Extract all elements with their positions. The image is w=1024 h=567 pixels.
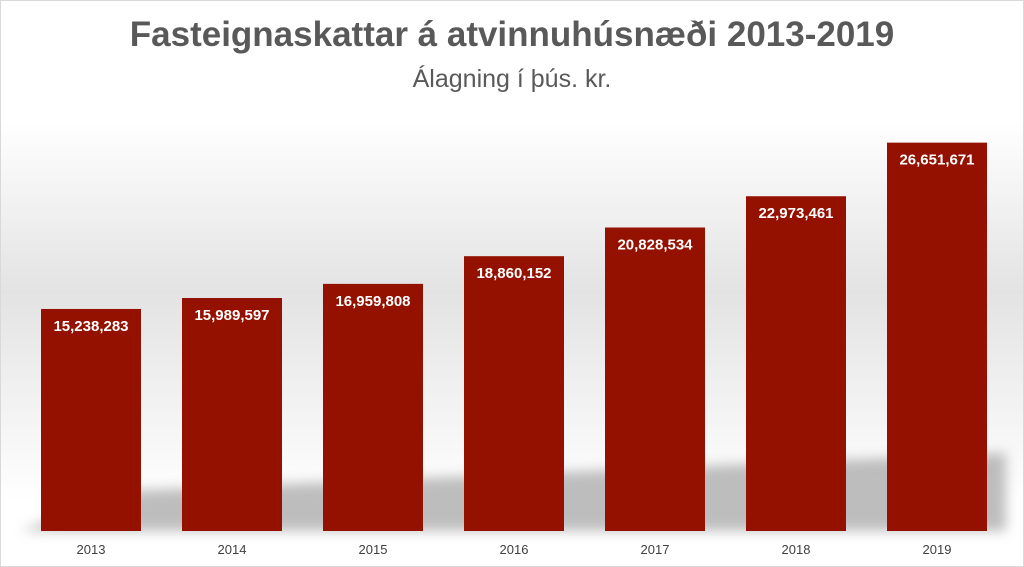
data-label-2015: 16,959,808 xyxy=(335,293,410,310)
data-label-2017: 20,828,534 xyxy=(617,236,693,253)
bar-2015 xyxy=(323,283,423,531)
x-tick-label-2014: 2014 xyxy=(218,542,247,557)
data-label-2019: 26,651,671 xyxy=(899,152,974,169)
x-tick-label-2016: 2016 xyxy=(500,542,529,557)
chart-title: Fasteignaskattar á atvinnuhúsnæði 2013-2… xyxy=(129,15,895,54)
bar-2017 xyxy=(605,227,705,531)
x-tick-label-2015: 2015 xyxy=(359,542,388,557)
data-label-2018: 22,973,461 xyxy=(758,205,833,222)
bar-2014 xyxy=(182,298,282,531)
bar-2019 xyxy=(887,142,987,531)
chart-subtitle: Álagning í þús. kr. xyxy=(412,65,612,93)
bar-2013 xyxy=(41,308,141,531)
data-label-2013: 15,238,283 xyxy=(53,318,128,335)
x-tick-label-2017: 2017 xyxy=(641,542,670,557)
x-tick-label-2019: 2019 xyxy=(923,542,952,557)
data-label-2014: 15,989,597 xyxy=(194,307,269,324)
data-label-2016: 18,860,152 xyxy=(476,265,551,282)
x-tick-label-2013: 2013 xyxy=(77,542,106,557)
bar-2018 xyxy=(746,196,846,532)
x-tick-label-2018: 2018 xyxy=(782,542,811,557)
bar-2016 xyxy=(464,256,564,531)
